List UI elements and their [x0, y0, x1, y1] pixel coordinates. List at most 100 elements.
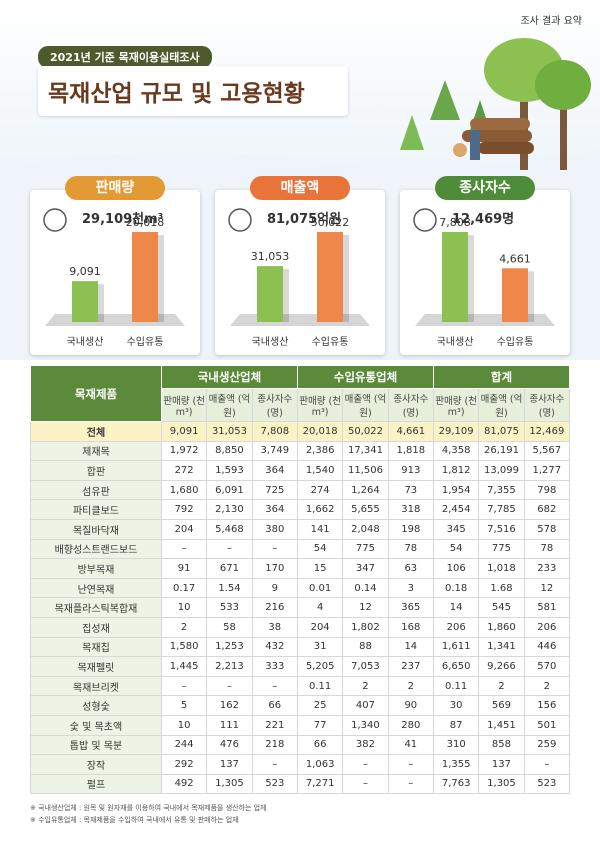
- cell: 274: [296, 479, 344, 501]
- cell: 476: [206, 734, 253, 756]
- subheader-row: 판매량 (천m³) 매출액 (억원) 종사자수 (명) 판매량 (천m³) 매출액 (억…: [31, 388, 571, 422]
- cell: 1.68: [478, 577, 525, 599]
- table-row: 파티클보드 792 2,130 364 1,662 5,655 318 2,454 7,785 6…: [30, 499, 571, 520]
- cell: 798: [523, 479, 571, 501]
- cell: 775: [478, 538, 525, 560]
- cell: 523: [523, 773, 571, 795]
- cell: 7,053: [342, 656, 389, 677]
- cell: 523: [251, 773, 298, 795]
- cell: 54: [296, 538, 344, 560]
- bar-side: [283, 269, 289, 322]
- cell: 2: [523, 675, 571, 697]
- cell: 545: [478, 597, 525, 618]
- cell: 365: [387, 597, 434, 618]
- cell: 492: [160, 773, 208, 795]
- cell: 3,749: [251, 440, 298, 462]
- row-name: 난연목재: [30, 577, 162, 599]
- cell: 6,091: [206, 479, 253, 501]
- row-name: 목재브리켓: [30, 675, 162, 697]
- row-name: 집성재: [30, 616, 162, 638]
- cell: 1,264: [342, 479, 389, 501]
- row-name: 장작: [30, 754, 162, 775]
- cell: 216: [251, 597, 298, 618]
- cell: 292: [160, 754, 208, 775]
- cell: 0.01: [296, 577, 344, 599]
- cell: 14: [387, 636, 434, 658]
- cell: 569: [478, 695, 525, 716]
- cell: 91: [160, 558, 208, 579]
- category-label: 수입유통: [497, 335, 534, 348]
- cell: 137: [206, 754, 253, 775]
- cell: 1,451: [478, 714, 525, 736]
- panel-chart: 9,091 국내생산 20,018 수입유통: [43, 208, 185, 348]
- cell: 63: [387, 558, 434, 579]
- cell: 90: [387, 695, 434, 716]
- row-name: 합판: [30, 460, 162, 481]
- cell: 26,191: [478, 440, 525, 462]
- cell: –: [206, 538, 253, 560]
- cell: 198: [387, 518, 434, 540]
- cell: 1,818: [387, 440, 434, 462]
- cell: 221: [251, 714, 298, 736]
- cell: 7,763: [432, 773, 480, 795]
- cell: –: [523, 754, 571, 775]
- cell: 446: [523, 636, 571, 658]
- panel: 매출액 81,075억원 31,053 국내생산 50,022 수입유통: [215, 176, 385, 355]
- value-label: 50,022: [311, 216, 350, 229]
- cell: 10: [160, 714, 208, 736]
- value-label: 4,661: [499, 252, 531, 265]
- cell: 81,075: [478, 421, 525, 442]
- cell: 6,650: [432, 656, 480, 677]
- cell: 382: [342, 734, 389, 756]
- subtitle: 2021년 기준 목재이용실태조사: [38, 46, 212, 68]
- icon: [413, 208, 437, 232]
- table-row: 난연목재 0.17 1.54 9 0.01 0.14 3 0.18 1.68 12: [30, 577, 571, 599]
- cell: –: [160, 538, 208, 560]
- cell: 88: [342, 636, 389, 658]
- column-header: 판매량 (천m³): [432, 388, 480, 422]
- table-row: 목재플라스틱복합재 10 533 216 4 12 365 14 545 581: [30, 597, 571, 618]
- cell: 3: [387, 577, 434, 599]
- cell: 1,277: [523, 460, 571, 481]
- table-row: 목재칩 1,580 1,253 432 31 88 14 1,611 1,341 446: [30, 636, 571, 658]
- cell: 581: [523, 597, 571, 618]
- icon-shape: [413, 208, 437, 232]
- table-body: 전체 9,091 31,053 7,808 20,018 50,022 4,661 29,10…: [30, 421, 571, 795]
- cell: 1,305: [478, 773, 525, 795]
- row-name: 섬유판: [30, 479, 162, 501]
- panel-total: 81,075억원: [267, 212, 342, 227]
- cell: 9,266: [478, 656, 525, 677]
- panel-total: 29,109천m³: [82, 212, 164, 227]
- panel-title: 매출액: [250, 176, 350, 200]
- cell: 0.17: [160, 577, 208, 599]
- bar-side: [98, 284, 104, 322]
- footnote: ※ 국내생산업체 : 원목 및 원자재를 이용하여 국내에서 목재제품을 생산하…: [30, 804, 267, 812]
- cell: 533: [206, 597, 253, 618]
- cell: 73: [387, 479, 434, 501]
- cell: 156: [523, 695, 571, 716]
- cell: 106: [432, 558, 480, 579]
- cell: 50,022: [342, 421, 389, 442]
- table-row: 방부목재 91 671 170 15 347 63 106 1,018 233: [30, 558, 571, 579]
- cell: 2,048: [342, 518, 389, 540]
- cell: 4,358: [432, 440, 480, 462]
- cell: 12: [523, 577, 571, 599]
- cell: 2,130: [206, 499, 253, 520]
- cell: 15: [296, 558, 344, 579]
- cell: 578: [523, 518, 571, 540]
- value-label: 20,018: [126, 216, 165, 229]
- cell: 4: [296, 597, 344, 618]
- cell: –: [160, 675, 208, 697]
- bar: [257, 266, 283, 322]
- icon-shape: [43, 208, 67, 232]
- header-row: 목재제품 국내생산업체 수입유통업체 합계: [30, 365, 571, 422]
- row-name: 배향성스트랜드보드: [30, 538, 162, 560]
- cell: 1,972: [160, 440, 208, 462]
- row-name: 펄프: [30, 773, 162, 795]
- table-row: 목재브리켓 – – –0.11 2 2 0.11 2 2: [30, 675, 571, 697]
- category-label: 국내생산: [437, 336, 474, 348]
- cell: 682: [523, 499, 571, 520]
- cell: 259: [523, 734, 571, 756]
- cell: 218: [251, 734, 298, 756]
